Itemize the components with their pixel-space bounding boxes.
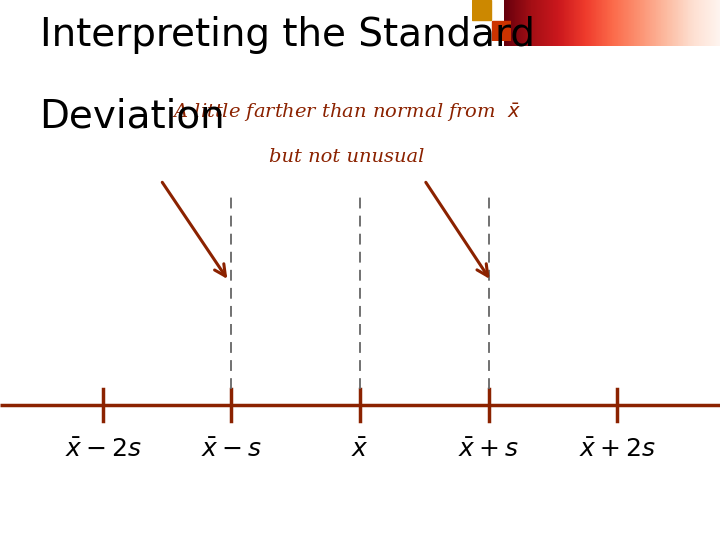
Bar xyxy=(472,0,490,20)
Text: Interpreting the Standard: Interpreting the Standard xyxy=(40,16,534,54)
Text: $\bar{x} + 2s$: $\bar{x} + 2s$ xyxy=(579,438,655,462)
Text: $\bar{x}$: $\bar{x}$ xyxy=(351,438,369,462)
Text: $\bar{x} + s$: $\bar{x} + s$ xyxy=(458,438,519,462)
Text: $\bar{x} - s$: $\bar{x} - s$ xyxy=(201,438,262,462)
Text: $\bar{x} - 2s$: $\bar{x} - 2s$ xyxy=(65,438,141,462)
Bar xyxy=(492,21,511,40)
Text: Deviation: Deviation xyxy=(40,97,225,135)
Text: A little farther than normal from  $\bar{x}$: A little farther than normal from $\bar{… xyxy=(173,101,522,124)
Text: but not unusual: but not unusual xyxy=(269,148,425,166)
